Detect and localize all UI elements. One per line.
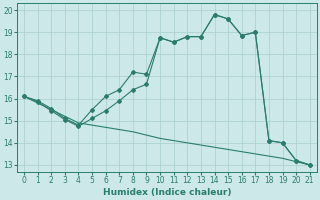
X-axis label: Humidex (Indice chaleur): Humidex (Indice chaleur) <box>103 188 231 197</box>
